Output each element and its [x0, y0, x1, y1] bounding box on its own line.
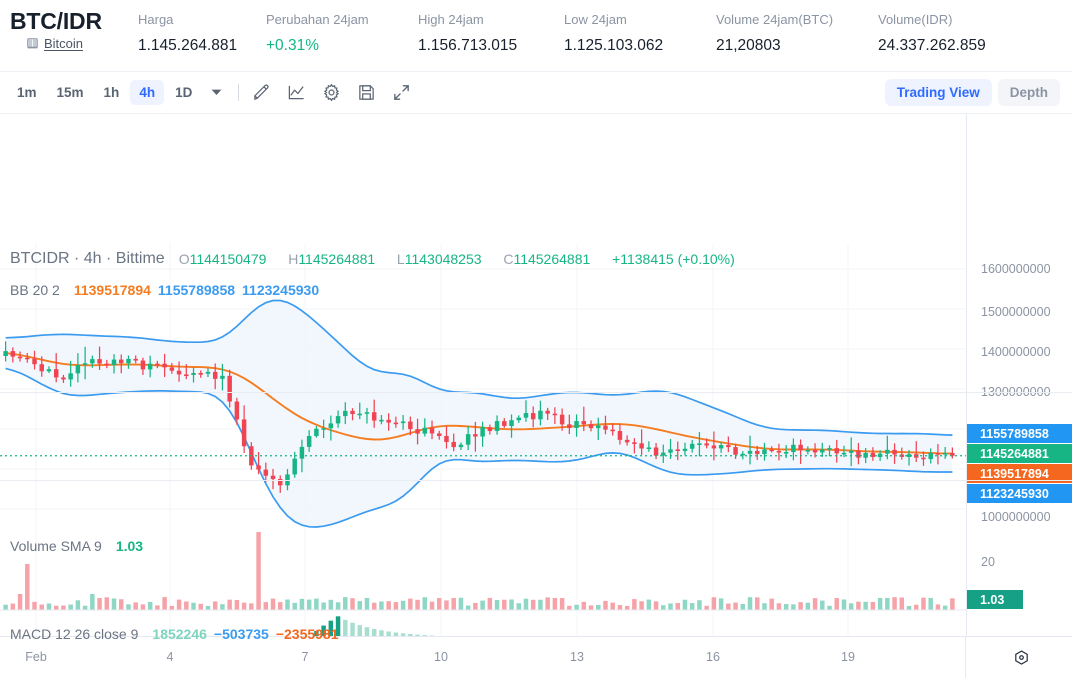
- stat-value: 1.145.264.881: [138, 37, 238, 54]
- ohlc-o-key: O: [178, 251, 190, 267]
- stat-perubahan-24jam: Perubahan 24jam +0.31%: [266, 6, 418, 58]
- ohlc-h-key: H: [288, 251, 299, 267]
- time-tick: 10: [434, 650, 448, 664]
- legend-bb-upper: 1155789858: [157, 282, 236, 298]
- volume-tick: 20: [981, 555, 995, 569]
- stat-label: High 24jam: [418, 12, 484, 27]
- timeframe-4h[interactable]: 4h: [130, 80, 165, 105]
- timeframe-list: 1m 15m 1h 4h 1D: [8, 80, 229, 105]
- legend-symbol-title: BTCIDR · 4h · Bittime: [10, 250, 165, 267]
- gear-icon[interactable]: [1010, 647, 1032, 669]
- time-tick: 13: [570, 650, 584, 664]
- volume-pill: 1.03: [967, 590, 1023, 609]
- tab-depth[interactable]: Depth: [997, 79, 1060, 106]
- legend-macd[interactable]: MACD 12 26 close 9 1852246 −503735 −2355…: [10, 625, 339, 643]
- stat-volume-idr: Volume(IDR) 24.337.262.859: [878, 6, 986, 58]
- ohlc-o-val: 1144150479: [189, 251, 267, 267]
- price-tick: 1400000000: [981, 345, 1051, 359]
- price-pill-bb-upper: 1155789858: [967, 424, 1072, 443]
- stat-label: Volume 24jam(BTC): [716, 12, 834, 27]
- price-axis[interactable]: 1600000000 1500000000 1400000000 1300000…: [966, 114, 1072, 678]
- chart-toolbar: 1m 15m 1h 4h 1D: [0, 72, 1072, 114]
- stat-label: Perubahan 24jam: [266, 12, 369, 27]
- pair-block: BTC/IDR Bitcoin: [10, 6, 138, 51]
- stat-value: 21,20803: [716, 37, 781, 54]
- stat-value: 1.156.713.015: [418, 37, 518, 54]
- time-tick: 19: [841, 650, 855, 664]
- price-tick: 1600000000: [981, 262, 1051, 276]
- price-pill-last-price: 1145264881: [967, 444, 1072, 463]
- line-chart-icon[interactable]: [285, 82, 307, 104]
- tab-trading-view[interactable]: Trading View: [884, 79, 992, 106]
- time-axis[interactable]: Feb 4 7 10 13 16 19: [0, 636, 1072, 678]
- legend-macd-title: MACD 12 26 close 9: [10, 626, 139, 642]
- stat-label: Volume(IDR): [878, 12, 953, 27]
- timeframe-15m[interactable]: 15m: [56, 85, 84, 100]
- stat-value: 1.125.103.062: [564, 37, 664, 54]
- price-pill-bb-basis: 1139517894: [967, 464, 1072, 483]
- timeframe-1d[interactable]: 1D: [175, 85, 193, 100]
- ticker-header: BTC/IDR Bitcoin Harga 1.145.264.881 Peru…: [0, 0, 1072, 72]
- save-floppy-icon[interactable]: [355, 82, 377, 104]
- legend-bb-lower: 1123245930: [242, 282, 320, 298]
- stat-value: +0.31%: [266, 37, 320, 54]
- legend-volume-title: Volume SMA 9: [10, 538, 102, 554]
- ohlc-c-val: 1145264881: [513, 251, 591, 267]
- stat-label: Low 24jam: [564, 12, 627, 27]
- price-pill-bb-lower: 1123245930: [967, 484, 1072, 503]
- pane-divider-price-volume: [0, 392, 1072, 393]
- legend-macd-signal: −2355981: [275, 626, 339, 642]
- chevron-down-icon[interactable]: [203, 81, 229, 105]
- stat-high-24jam: High 24jam 1.156.713.015: [418, 6, 564, 58]
- time-tick: 4: [166, 650, 174, 664]
- timeframe-1h[interactable]: 1h: [103, 85, 120, 100]
- time-tick: 16: [706, 650, 720, 664]
- time-axis-divider: [965, 637, 966, 678]
- stat-low-24jam: Low 24jam 1.125.103.062: [564, 6, 716, 58]
- pane-divider-volume-macd: [0, 480, 1072, 481]
- fullscreen-expand-icon[interactable]: [390, 82, 412, 104]
- toolbar-icons: [250, 82, 412, 104]
- legend-bb-basis: 1139517894: [73, 282, 151, 298]
- chart-svg: [0, 244, 966, 678]
- legend-volume-value: 1.03: [115, 538, 144, 554]
- ohlc-change: +1138415 (+0.10%): [612, 251, 735, 267]
- view-switch: Trading View Depth: [884, 79, 1060, 106]
- chart-region[interactable]: BTCIDR · 4h · Bittime O1144150479 H11452…: [0, 114, 1072, 678]
- timeframe-1m[interactable]: 1m: [17, 85, 37, 100]
- toolbar-divider: [238, 84, 240, 101]
- chart-plot-canvas[interactable]: [0, 114, 966, 678]
- legend-ohlc: O1144150479 H1145264881 L1143048253 C114…: [179, 250, 735, 268]
- legend-volume[interactable]: Volume SMA 9 1.03: [10, 537, 143, 555]
- pencil-draw-icon[interactable]: [250, 82, 272, 104]
- pair-subtitle[interactable]: Bitcoin: [10, 36, 138, 51]
- book-icon: [26, 37, 39, 50]
- stat-volume-btc: Volume 24jam(BTC) 21,20803: [716, 6, 878, 58]
- page-title: BTC/IDR: [10, 8, 102, 34]
- ohlc-l-key: L: [396, 251, 405, 267]
- legend-macd-hist: 1852246: [152, 626, 207, 642]
- price-tick: 1500000000: [981, 305, 1051, 319]
- price-tick: 1000000000: [981, 510, 1051, 524]
- time-tick: 7: [301, 650, 309, 664]
- stat-harga: Harga 1.145.264.881: [138, 6, 266, 58]
- stat-value: 24.337.262.859: [878, 37, 986, 54]
- legend-macd-value: −503735: [213, 626, 269, 642]
- pair-sub-label[interactable]: Bitcoin: [44, 36, 84, 51]
- time-tick: Feb: [25, 650, 47, 664]
- legend-bollinger-bands[interactable]: BB 20 2 1139517894 1155789858 1123245930: [10, 281, 319, 299]
- stat-label: Harga: [138, 12, 174, 27]
- ohlc-c-key: C: [503, 251, 514, 267]
- ohlc-l-val: 1143048253: [404, 251, 482, 267]
- ohlc-h-val: 1145264881: [298, 251, 376, 267]
- legend-main-series[interactable]: BTCIDR · 4h · Bittime O1144150479 H11452…: [10, 250, 735, 268]
- gear-icon[interactable]: [320, 82, 342, 104]
- legend-bb-title: BB 20 2: [10, 282, 60, 298]
